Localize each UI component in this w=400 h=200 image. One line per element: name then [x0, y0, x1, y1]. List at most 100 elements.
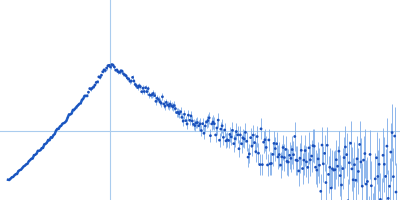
Point: [375, 175, 381, 178]
Point: [310, 144, 316, 147]
Point: [198, 129, 204, 132]
Point: [197, 122, 203, 125]
Point: [158, 102, 164, 105]
Point: [137, 85, 144, 88]
Point: [75, 104, 81, 107]
Point: [179, 116, 185, 119]
Point: [162, 105, 168, 108]
Point: [292, 135, 298, 138]
Point: [285, 160, 292, 164]
Point: [350, 178, 356, 181]
Point: [81, 94, 88, 97]
Point: [134, 86, 141, 89]
Point: [93, 81, 100, 84]
Point: [234, 133, 241, 136]
Point: [315, 157, 321, 160]
Point: [196, 124, 202, 127]
Point: [60, 122, 67, 125]
Point: [20, 165, 27, 168]
Point: [342, 145, 348, 149]
Point: [186, 119, 193, 122]
Point: [205, 119, 211, 122]
Point: [223, 139, 229, 142]
Point: [276, 153, 282, 156]
Point: [19, 167, 26, 170]
Point: [322, 152, 328, 155]
Point: [251, 141, 258, 144]
Point: [72, 107, 79, 110]
Point: [388, 150, 394, 154]
Point: [111, 65, 118, 69]
Point: [212, 133, 219, 137]
Point: [340, 167, 346, 170]
Point: [372, 177, 378, 180]
Point: [63, 119, 70, 122]
Point: [332, 168, 338, 171]
Point: [140, 87, 146, 90]
Point: [367, 153, 373, 156]
Point: [297, 157, 303, 160]
Point: [182, 119, 189, 122]
Point: [64, 116, 71, 119]
Point: [52, 132, 58, 136]
Point: [377, 198, 384, 200]
Point: [10, 175, 16, 179]
Point: [129, 76, 136, 79]
Point: [32, 153, 38, 156]
Point: [110, 64, 116, 67]
Point: [246, 152, 252, 156]
Point: [46, 139, 53, 142]
Point: [202, 124, 208, 128]
Point: [83, 94, 89, 97]
Point: [286, 154, 293, 157]
Point: [264, 163, 271, 167]
Point: [220, 136, 227, 139]
Point: [250, 133, 256, 137]
Point: [171, 104, 177, 107]
Point: [189, 119, 196, 123]
Point: [62, 121, 68, 124]
Point: [193, 121, 199, 125]
Point: [157, 100, 163, 103]
Point: [303, 160, 310, 163]
Point: [294, 159, 300, 162]
Point: [356, 143, 363, 146]
Point: [74, 105, 80, 108]
Point: [50, 134, 57, 137]
Point: [31, 154, 37, 157]
Point: [390, 175, 397, 178]
Point: [164, 103, 171, 106]
Point: [167, 102, 174, 106]
Point: [49, 136, 55, 139]
Point: [240, 136, 246, 139]
Point: [242, 131, 249, 134]
Point: [362, 152, 368, 155]
Point: [346, 161, 352, 164]
Point: [105, 64, 111, 67]
Point: [22, 164, 28, 167]
Point: [142, 86, 149, 89]
Point: [185, 114, 192, 117]
Point: [266, 138, 272, 142]
Point: [26, 160, 32, 163]
Point: [347, 142, 354, 145]
Point: [318, 190, 324, 193]
Point: [44, 141, 50, 144]
Point: [262, 138, 268, 141]
Point: [203, 120, 210, 124]
Point: [253, 150, 259, 153]
Point: [174, 111, 180, 114]
Point: [184, 122, 190, 126]
Point: [355, 170, 362, 173]
Point: [12, 173, 19, 176]
Point: [172, 107, 178, 110]
Point: [188, 114, 194, 117]
Point: [293, 159, 299, 162]
Point: [79, 98, 85, 101]
Point: [330, 169, 337, 172]
Point: [144, 90, 150, 93]
Point: [349, 167, 355, 170]
Point: [98, 74, 105, 77]
Point: [255, 152, 262, 155]
Point: [6, 178, 12, 182]
